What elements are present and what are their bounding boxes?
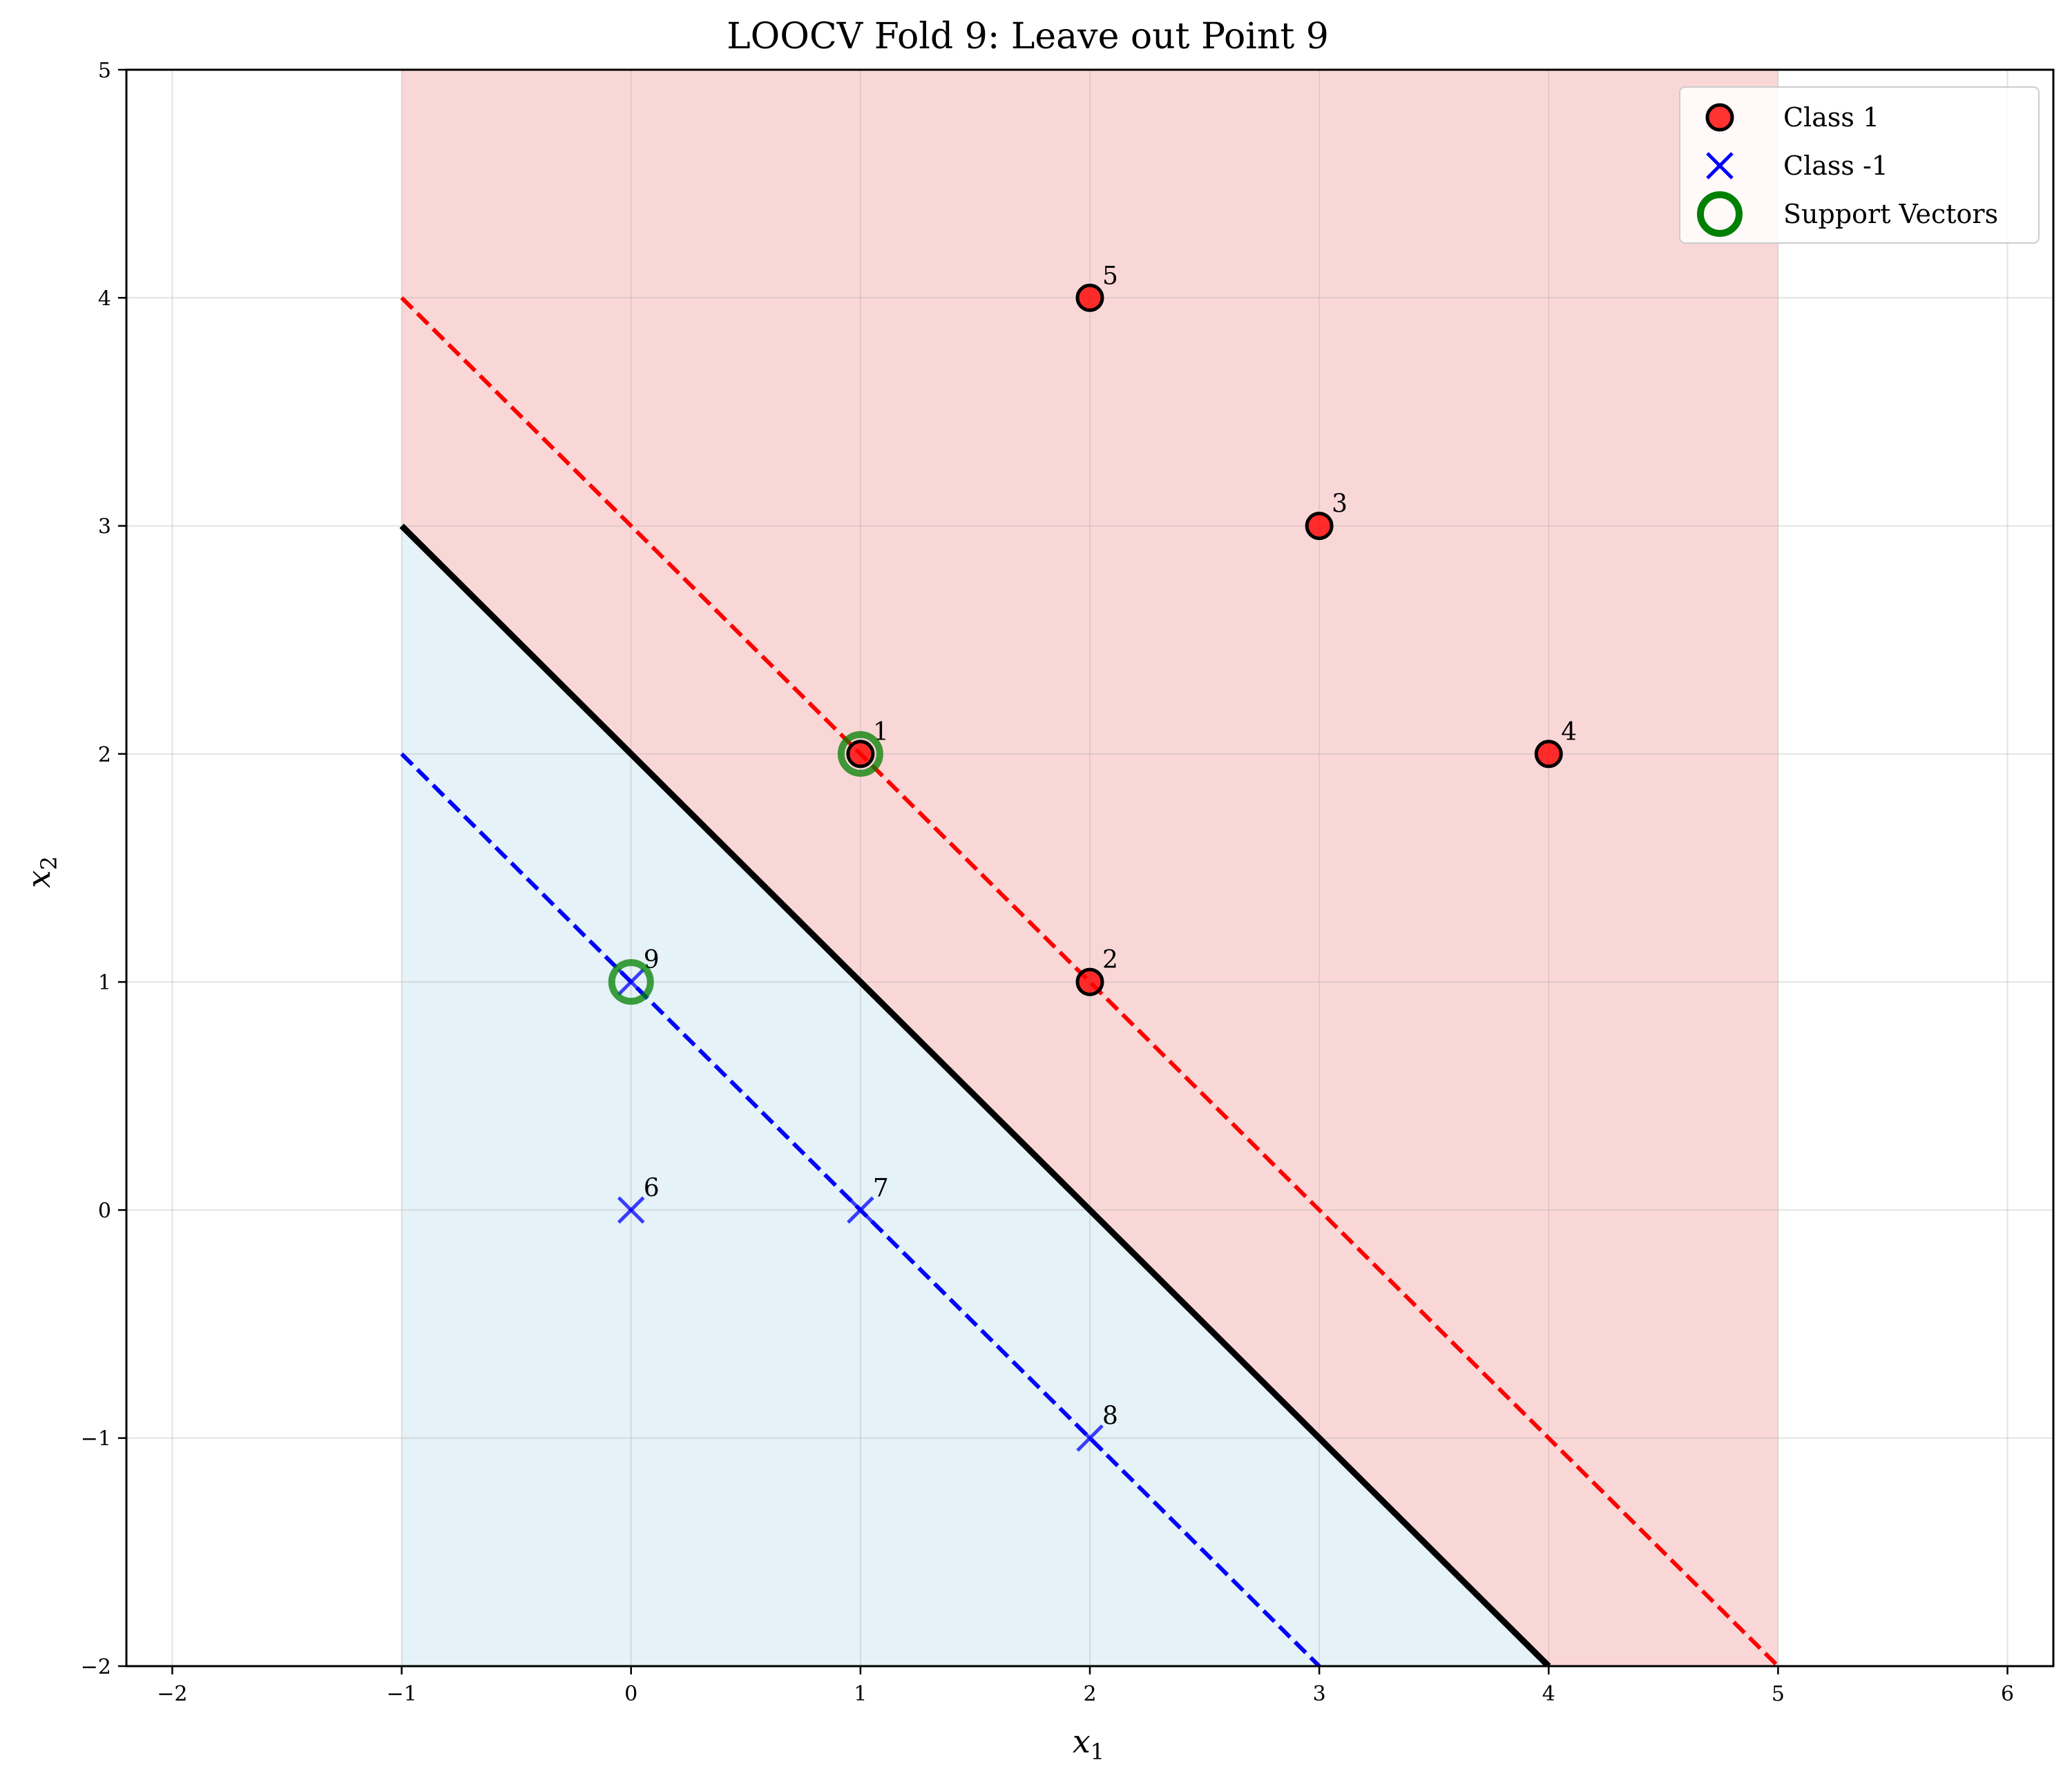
point-x-6-stroke-b — [617, 1196, 645, 1224]
point-label-8: 8 — [1102, 1402, 1118, 1431]
y-tick-label-0: −2 — [81, 1655, 111, 1679]
point-x-9 — [617, 968, 645, 996]
legend-box — [1679, 86, 2040, 244]
y-tick-label-7: 5 — [98, 59, 111, 83]
point-label-7: 7 — [873, 1174, 889, 1202]
x-tick-label-4: 2 — [1083, 1682, 1096, 1706]
legend: Class 1 Class -1 Support Vectors — [1679, 86, 2040, 244]
point-x-7-stroke-b — [847, 1196, 874, 1224]
point-circle-1 — [846, 740, 875, 769]
point-x-8 — [1076, 1424, 1104, 1452]
y-tick-label-1: −1 — [81, 1427, 111, 1451]
plot-inner — [126, 70, 2053, 1666]
legend-marker-class-neg1-stroke-b — [1706, 152, 1734, 180]
point-label-2: 2 — [1102, 946, 1118, 974]
legend-marker-class-neg1 — [1706, 152, 1734, 180]
legend-label-2: Support Vectors — [1783, 199, 1998, 229]
point-x-8-stroke-b — [1076, 1424, 1104, 1452]
positive-class-region — [401, 70, 1778, 1666]
x-axis-label: x1 — [1073, 1723, 1104, 1765]
x-tick-label-2: 0 — [624, 1682, 637, 1706]
point-label-4: 4 — [1561, 718, 1577, 746]
point-circle-4 — [1534, 740, 1563, 769]
y-tick-label-3: 1 — [98, 971, 111, 995]
legend-label-0: Class 1 — [1783, 102, 1879, 133]
support-vector-ring-1 — [608, 959, 654, 1005]
point-circle-5 — [1075, 283, 1104, 312]
y-tick-label-4: 2 — [98, 743, 111, 767]
x-tick-label-8: 6 — [2001, 1682, 2014, 1706]
legend-marker-support-vectors — [1697, 191, 1743, 237]
x-tick-label-5: 3 — [1313, 1682, 1326, 1706]
point-label-3: 3 — [1332, 490, 1347, 519]
legend-marker-class-1 — [1705, 103, 1734, 132]
point-label-5: 5 — [1102, 262, 1118, 290]
legend-label-1: Class -1 — [1783, 151, 1888, 181]
y-tick-label-2: 0 — [98, 1199, 111, 1223]
x-tick-label-3: 1 — [854, 1682, 867, 1706]
x-tick-label-0: −2 — [157, 1682, 187, 1706]
y-tick-label-6: 4 — [98, 287, 111, 311]
point-x-6 — [617, 1196, 645, 1224]
point-circle-3 — [1305, 512, 1334, 541]
x-tick-label-7: 5 — [1772, 1682, 1785, 1706]
point-x-9-stroke-b — [617, 968, 645, 996]
support-vector-ring-0 — [837, 731, 883, 777]
decision-boundary-line — [399, 523, 1551, 1666]
point-x-7 — [847, 1196, 874, 1224]
chart-title: LOOCV Fold 9: Leave out Point 9 — [727, 16, 1329, 57]
point-circle-2 — [1075, 967, 1104, 996]
point-label-6: 6 — [644, 1174, 660, 1202]
x-tick-label-6: 4 — [1542, 1682, 1555, 1706]
x-tick-label-1: −1 — [386, 1682, 416, 1706]
y-tick-label-5: 3 — [98, 515, 111, 539]
y-axis-label: x2 — [20, 856, 62, 888]
positive-margin-line — [400, 296, 1780, 1666]
